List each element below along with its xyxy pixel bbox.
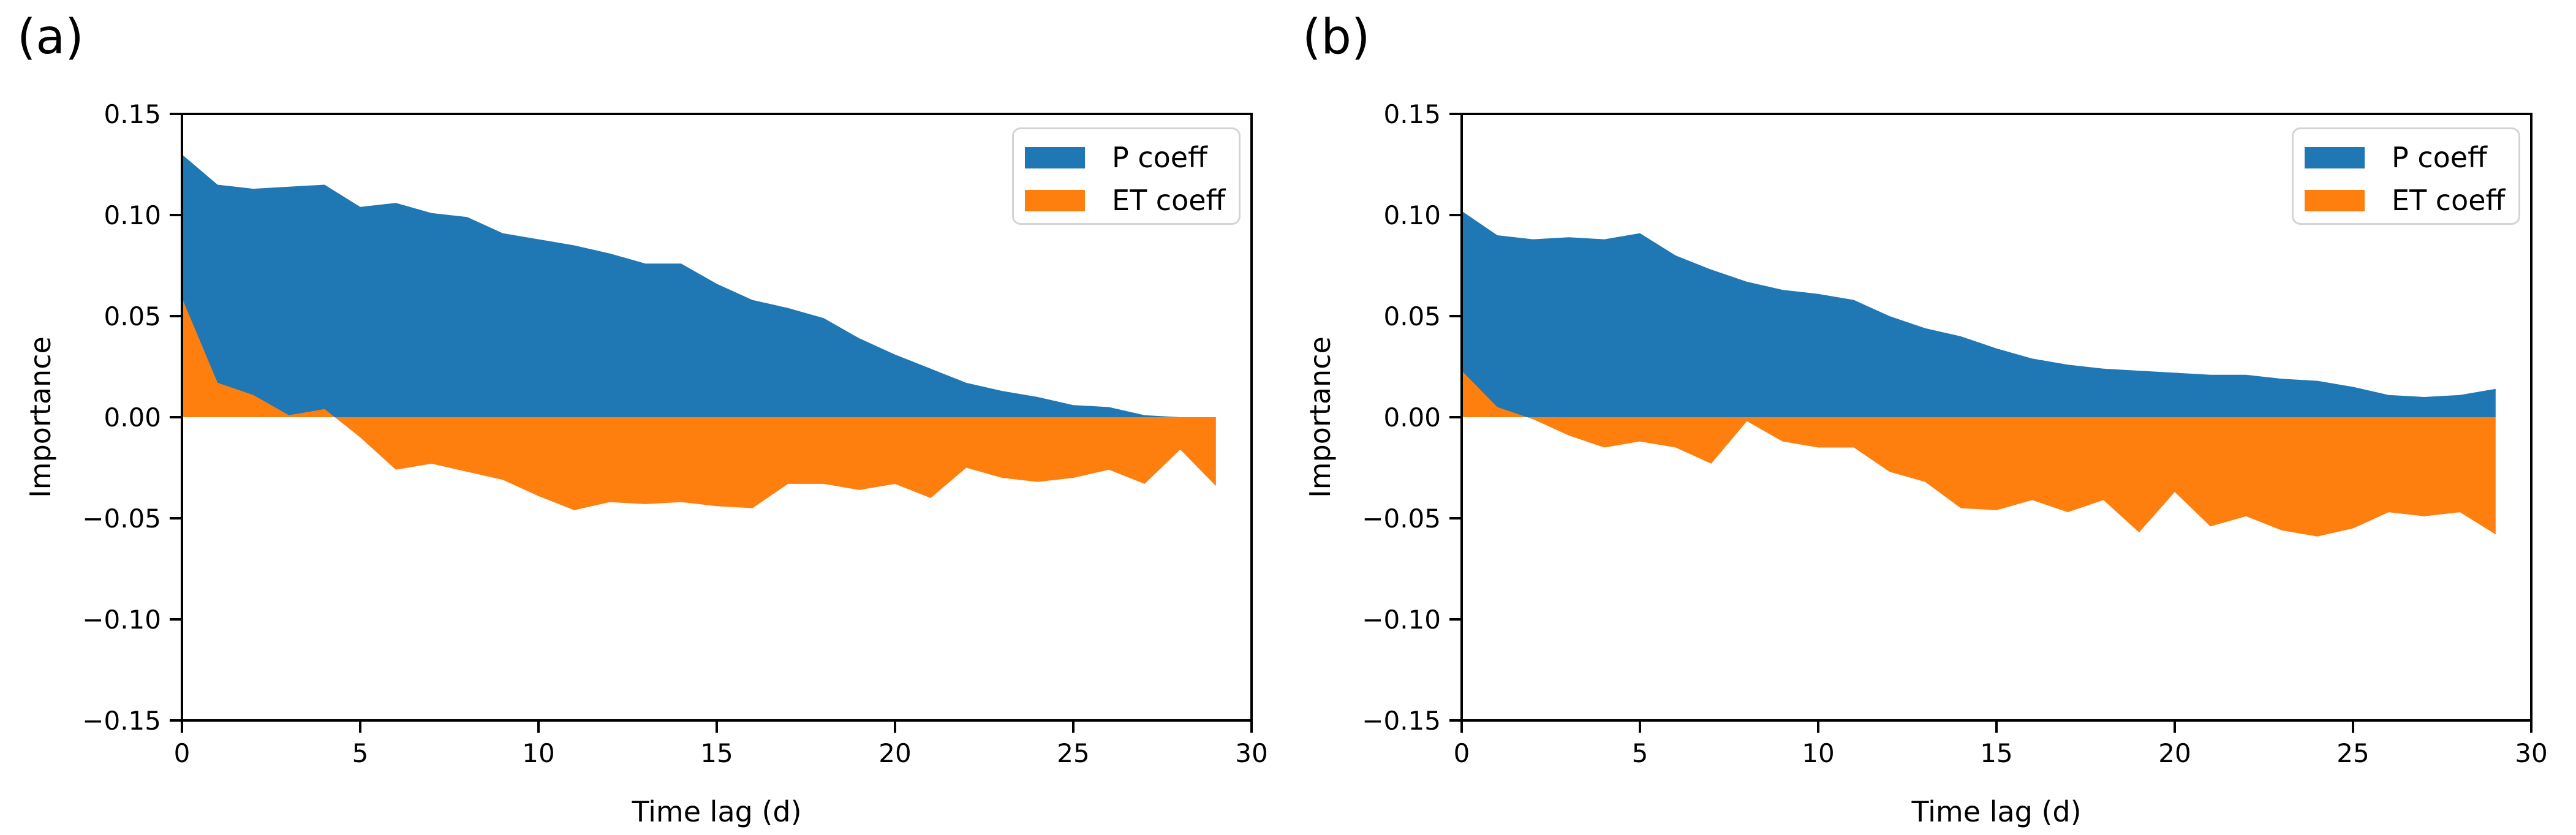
x-tick-label: 5 <box>1632 738 1649 768</box>
et-coeff-legend-label: ET coeff <box>2392 184 2506 217</box>
y-tick-label: 0.15 <box>1383 99 1441 129</box>
x-tick-label: 30 <box>1235 738 1267 768</box>
x-tick-label: 25 <box>2336 738 2369 768</box>
y-tick-label: −0.15 <box>1362 706 1441 736</box>
x-tick-label: 20 <box>878 738 911 768</box>
x-tick-label: 30 <box>2515 738 2547 768</box>
area-p-coeff <box>1462 211 2496 417</box>
y-tick-label: 0.00 <box>104 402 161 433</box>
area-et-coeff <box>182 298 1216 510</box>
legend-row-p: P coeff <box>1025 136 1239 179</box>
x-tick-label: 20 <box>2158 738 2191 768</box>
area-p-coeff <box>182 154 1216 417</box>
y-tick-label: 0.15 <box>104 99 161 129</box>
x-tick-label: 15 <box>700 738 733 768</box>
x-tick-label: 15 <box>1980 738 2012 768</box>
x-tick-label: 10 <box>522 738 554 768</box>
y-tick-label: −0.10 <box>1362 605 1441 635</box>
y-axis-label-a: Importance <box>24 336 57 498</box>
p-coeff-legend-label: P coeff <box>1112 141 1207 174</box>
y-tick-label: −0.05 <box>1362 504 1441 534</box>
y-tick-label: −0.05 <box>82 504 161 534</box>
y-tick-label: 0.00 <box>1383 402 1441 433</box>
y-tick-label: 0.10 <box>1383 200 1441 230</box>
x-tick-label: 10 <box>1802 738 1834 768</box>
panel-label-b: (b) <box>1302 10 1370 65</box>
y-tick-label: 0.10 <box>104 200 161 230</box>
x-tick-label: 0 <box>1454 738 1470 768</box>
legend-row-et: ET coeff <box>1025 179 1239 222</box>
y-tick-label: 0.05 <box>1383 301 1441 331</box>
et-coeff-swatch <box>1025 189 1085 211</box>
y-tick-label: −0.10 <box>82 605 161 635</box>
legend-a: P coeff ET coeff <box>1012 127 1241 225</box>
y-tick-label: 0.05 <box>104 301 161 331</box>
p-coeff-swatch <box>2305 146 2365 168</box>
y-axis-label-b: Importance <box>1304 336 1337 498</box>
x-tick-label: 25 <box>1057 738 1089 768</box>
panel-label-a: (a) <box>17 10 84 65</box>
legend-b: P coeff ET coeff <box>2292 127 2520 225</box>
area-et-coeff <box>1462 371 2496 537</box>
legend-row-et: ET coeff <box>2305 179 2518 222</box>
x-tick-label: 0 <box>174 738 191 768</box>
x-axis-label-b: Time lag (d) <box>1911 795 2082 828</box>
y-tick-label: −0.15 <box>82 706 161 736</box>
legend-row-p: P coeff <box>2305 136 2518 179</box>
et-coeff-legend-label: ET coeff <box>1112 184 1226 217</box>
x-tick-label: 5 <box>352 738 369 768</box>
p-coeff-legend-label: P coeff <box>2392 141 2487 174</box>
x-axis-label-a: Time lag (d) <box>632 795 802 828</box>
et-coeff-swatch <box>2305 189 2365 211</box>
p-coeff-swatch <box>1025 146 1085 168</box>
